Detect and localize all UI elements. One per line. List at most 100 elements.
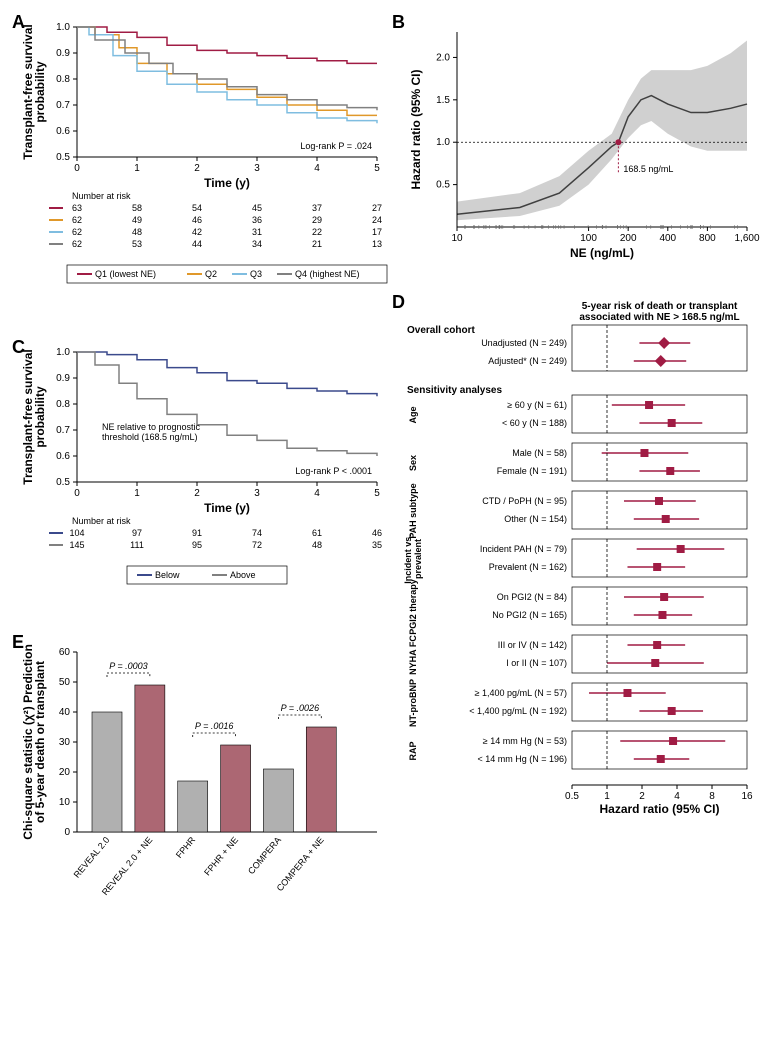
- svg-text:24: 24: [372, 215, 382, 225]
- svg-text:45: 45: [252, 203, 262, 213]
- svg-text:63: 63: [72, 203, 82, 213]
- svg-text:62: 62: [72, 215, 82, 225]
- five-panel-figure: A B C D E 0123450.50.60.70.80.91.0Time (…: [12, 12, 765, 1047]
- svg-text:Transplant-free survivalprobab: Transplant-free survivalprobability: [22, 349, 47, 484]
- svg-text:Below: Below: [155, 570, 180, 580]
- svg-text:8: 8: [709, 791, 715, 802]
- svg-text:5-year risk of death or transp: 5-year risk of death or transplantassoci…: [579, 301, 739, 323]
- svg-text:Incident vs.prevalent: Incident vs.prevalent: [403, 534, 423, 584]
- svg-text:20: 20: [59, 767, 71, 778]
- svg-text:Prevalent (N = 162): Prevalent (N = 162): [489, 562, 567, 572]
- svg-text:Time (y): Time (y): [204, 501, 250, 515]
- svg-text:FPHR: FPHR: [174, 834, 198, 860]
- svg-text:≥ 14 mm Hg (N = 53): ≥ 14 mm Hg (N = 53): [483, 736, 567, 746]
- svg-text:0.5: 0.5: [56, 477, 70, 488]
- svg-text:1.0: 1.0: [56, 347, 70, 358]
- svg-text:0.5: 0.5: [565, 791, 579, 802]
- svg-text:0: 0: [64, 827, 70, 838]
- svg-text:0: 0: [74, 488, 80, 499]
- svg-text:Overall cohort: Overall cohort: [407, 325, 475, 336]
- panel-b-svg: 101002004008001,6000.51.01.52.0NE (ng/mL…: [402, 17, 762, 287]
- svg-text:4: 4: [314, 163, 320, 174]
- svg-text:Above: Above: [230, 570, 256, 580]
- svg-text:27: 27: [372, 203, 382, 213]
- svg-text:REVEAL 2.0: REVEAL 2.0: [72, 835, 112, 880]
- svg-text:1: 1: [134, 488, 140, 499]
- svg-text:40: 40: [59, 707, 71, 718]
- svg-text:Number at risk: Number at risk: [72, 516, 131, 526]
- svg-text:Incident PAH (N = 79): Incident PAH (N = 79): [480, 544, 567, 554]
- svg-text:54: 54: [192, 203, 202, 213]
- svg-text:0.5: 0.5: [436, 180, 450, 191]
- svg-text:0.8: 0.8: [56, 399, 70, 410]
- svg-text:34: 34: [252, 239, 262, 249]
- svg-text:5: 5: [374, 488, 380, 499]
- svg-text:P = .0026: P = .0026: [281, 703, 319, 713]
- svg-text:Log-rank P = .024: Log-rank P = .024: [300, 141, 372, 151]
- svg-text:NE (ng/mL): NE (ng/mL): [570, 246, 634, 260]
- svg-text:0.6: 0.6: [56, 451, 70, 462]
- svg-text:Adjusted* (N = 249): Adjusted* (N = 249): [488, 356, 567, 366]
- svg-text:21: 21: [312, 239, 322, 249]
- svg-text:0.9: 0.9: [56, 48, 70, 59]
- svg-text:≥ 60 y (N = 61): ≥ 60 y (N = 61): [507, 400, 567, 410]
- svg-text:53: 53: [132, 239, 142, 249]
- svg-text:≥ 1,400 pg/mL (N = 57): ≥ 1,400 pg/mL (N = 57): [475, 688, 567, 698]
- svg-text:I or II (N = 107): I or II (N = 107): [506, 658, 567, 668]
- svg-text:Log-rank P < .0001: Log-rank P < .0001: [295, 466, 372, 476]
- svg-text:37: 37: [312, 203, 322, 213]
- svg-text:Unadjusted (N = 249): Unadjusted (N = 249): [481, 338, 567, 348]
- svg-text:60: 60: [59, 647, 71, 658]
- svg-text:On PGI2 (N = 84): On PGI2 (N = 84): [497, 592, 567, 602]
- svg-text:95: 95: [192, 540, 202, 550]
- svg-text:Sex: Sex: [408, 455, 418, 471]
- svg-text:31: 31: [252, 227, 262, 237]
- svg-text:145: 145: [69, 540, 84, 550]
- svg-text:Other (N = 154): Other (N = 154): [504, 514, 567, 524]
- svg-text:22: 22: [312, 227, 322, 237]
- svg-text:Age: Age: [408, 406, 418, 423]
- svg-text:168.5 ng/mL: 168.5 ng/mL: [623, 164, 673, 174]
- svg-text:46: 46: [372, 528, 382, 538]
- svg-text:111: 111: [130, 540, 144, 550]
- svg-text:4: 4: [674, 791, 680, 802]
- svg-text:100: 100: [580, 233, 597, 244]
- svg-text:NT-proBNP: NT-proBNP: [408, 679, 418, 727]
- svg-text:5: 5: [374, 163, 380, 174]
- svg-text:NE relative to prognosticthres: NE relative to prognosticthreshold (168.…: [102, 422, 201, 442]
- svg-text:74: 74: [252, 528, 262, 538]
- svg-text:0.8: 0.8: [56, 74, 70, 85]
- svg-text:1.5: 1.5: [436, 95, 450, 106]
- svg-text:200: 200: [620, 233, 637, 244]
- svg-text:50: 50: [59, 677, 71, 688]
- svg-text:P = .0016: P = .0016: [195, 721, 233, 731]
- svg-text:0.9: 0.9: [56, 373, 70, 384]
- svg-text:< 60 y (N = 188): < 60 y (N = 188): [502, 418, 567, 428]
- svg-text:72: 72: [252, 540, 262, 550]
- svg-text:91: 91: [192, 528, 202, 538]
- svg-text:Male (N = 58): Male (N = 58): [512, 448, 567, 458]
- svg-text:Female (N = 191): Female (N = 191): [497, 466, 567, 476]
- svg-text:Hazard ratio (95% CI): Hazard ratio (95% CI): [409, 69, 423, 189]
- panel-d-svg: 5-year risk of death or transplantassoci…: [402, 297, 762, 1037]
- svg-text:PAH subtype: PAH subtype: [408, 483, 418, 538]
- panel-c-svg: 0123450.50.60.70.80.91.0Time (y)Transpla…: [22, 342, 392, 632]
- panel-a-svg: 0123450.50.60.70.80.91.0Time (y)Transpla…: [22, 17, 392, 337]
- svg-text:36: 36: [252, 215, 262, 225]
- svg-text:RAP: RAP: [408, 741, 418, 760]
- svg-text:0.6: 0.6: [56, 126, 70, 137]
- svg-text:62: 62: [72, 239, 82, 249]
- svg-text:Q2: Q2: [205, 269, 217, 279]
- svg-text:17: 17: [372, 227, 382, 237]
- svg-text:10: 10: [59, 797, 71, 808]
- svg-text:< 1,400 pg/mL (N = 192): < 1,400 pg/mL (N = 192): [469, 706, 567, 716]
- svg-text:FPHR + NE: FPHR + NE: [202, 835, 240, 878]
- svg-text:1.0: 1.0: [436, 137, 450, 148]
- svg-text:10: 10: [451, 233, 463, 244]
- svg-text:< 14 mm Hg (N = 196): < 14 mm Hg (N = 196): [477, 754, 567, 764]
- svg-text:0.7: 0.7: [56, 100, 70, 111]
- svg-text:COMPERA + NE: COMPERA + NE: [275, 835, 326, 893]
- svg-text:104: 104: [69, 528, 84, 538]
- svg-text:1: 1: [604, 791, 610, 802]
- svg-text:800: 800: [699, 233, 716, 244]
